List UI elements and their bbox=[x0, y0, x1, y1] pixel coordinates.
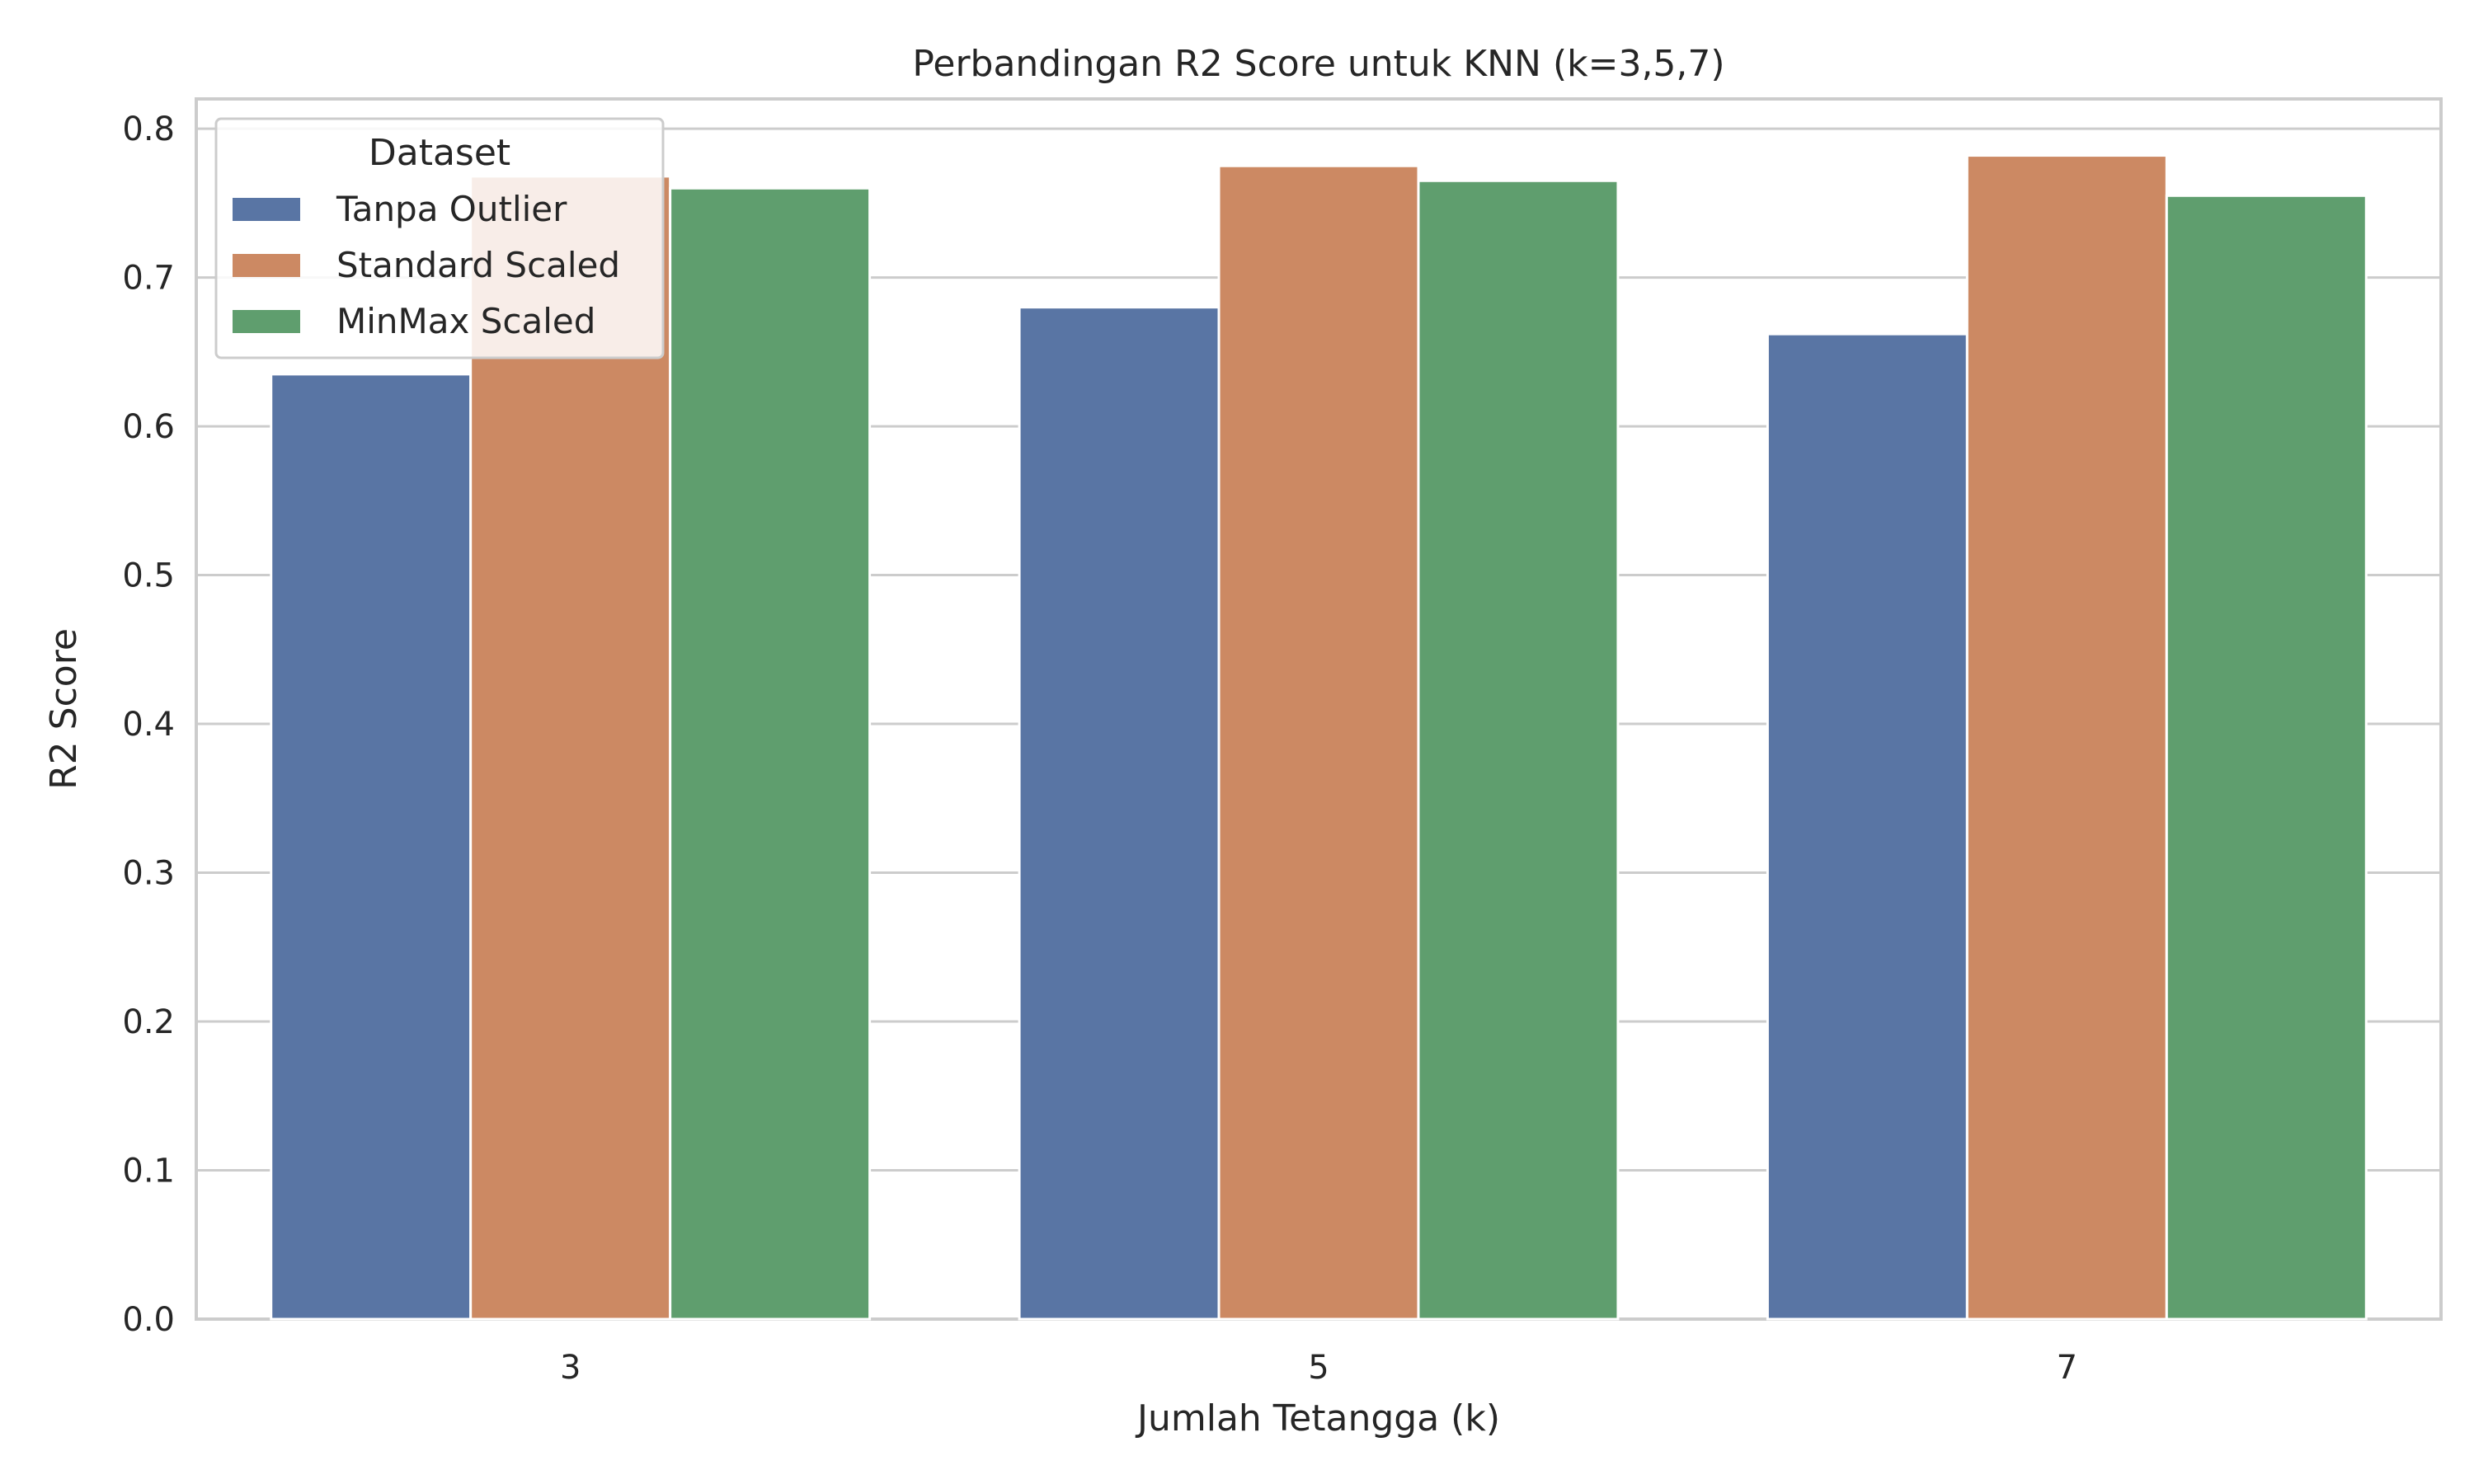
y-tick-label: 0.1 bbox=[122, 1153, 175, 1190]
y-tick-label: 0.6 bbox=[122, 408, 175, 446]
y-axis-label: R2 Score bbox=[43, 628, 85, 790]
legend-box bbox=[214, 117, 665, 359]
bar-3-2 bbox=[669, 186, 872, 1321]
x-tick-label: 7 bbox=[2057, 1349, 2077, 1387]
x-axis-label: Jumlah Tetangga (k) bbox=[1135, 1397, 1500, 1439]
legend-label: Tanpa Outlier bbox=[336, 189, 567, 229]
y-tick-labels: 0.0 0.1 0.2 0.3 0.4 0.5 0.6 0.7 0.8 bbox=[122, 110, 175, 1339]
legend-label: MinMax Scaled bbox=[336, 301, 595, 341]
y-tick-label: 0.4 bbox=[122, 706, 175, 744]
legend: Dataset Tanpa Outlier Standard Scaled MinM… bbox=[214, 117, 665, 359]
chart-title: Perbandingan R2 Score untuk KNN (k=3,5,7… bbox=[912, 43, 1724, 85]
bar-5-1 bbox=[1217, 164, 1420, 1321]
y-tick-label: 0.2 bbox=[122, 1003, 175, 1041]
bar-5-2 bbox=[1417, 179, 1620, 1321]
y-tick-label: 0.5 bbox=[122, 557, 175, 595]
bars bbox=[270, 154, 2368, 1321]
y-tick-label: 0.3 bbox=[122, 855, 175, 893]
x-tick-label: 3 bbox=[560, 1349, 581, 1387]
legend-swatch bbox=[233, 310, 300, 333]
y-tick-label: 0.0 bbox=[122, 1301, 175, 1339]
bar-5-0 bbox=[1018, 306, 1221, 1321]
y-tick-label: 0.7 bbox=[122, 260, 175, 298]
bar-3-0 bbox=[270, 373, 473, 1321]
bar-7-0 bbox=[1766, 332, 1968, 1321]
bar-3-1 bbox=[469, 175, 672, 1321]
x-tick-labels: 3 5 7 bbox=[560, 1349, 2077, 1387]
bar-7-2 bbox=[2165, 194, 2368, 1321]
y-tick-label: 0.8 bbox=[122, 110, 175, 148]
x-tick-label: 5 bbox=[1308, 1349, 1329, 1387]
bar-7-1 bbox=[1965, 154, 2168, 1321]
legend-swatch bbox=[233, 254, 300, 277]
legend-swatch bbox=[233, 198, 300, 221]
legend-label: Standard Scaled bbox=[336, 245, 620, 285]
legend-title: Dataset bbox=[369, 132, 510, 174]
